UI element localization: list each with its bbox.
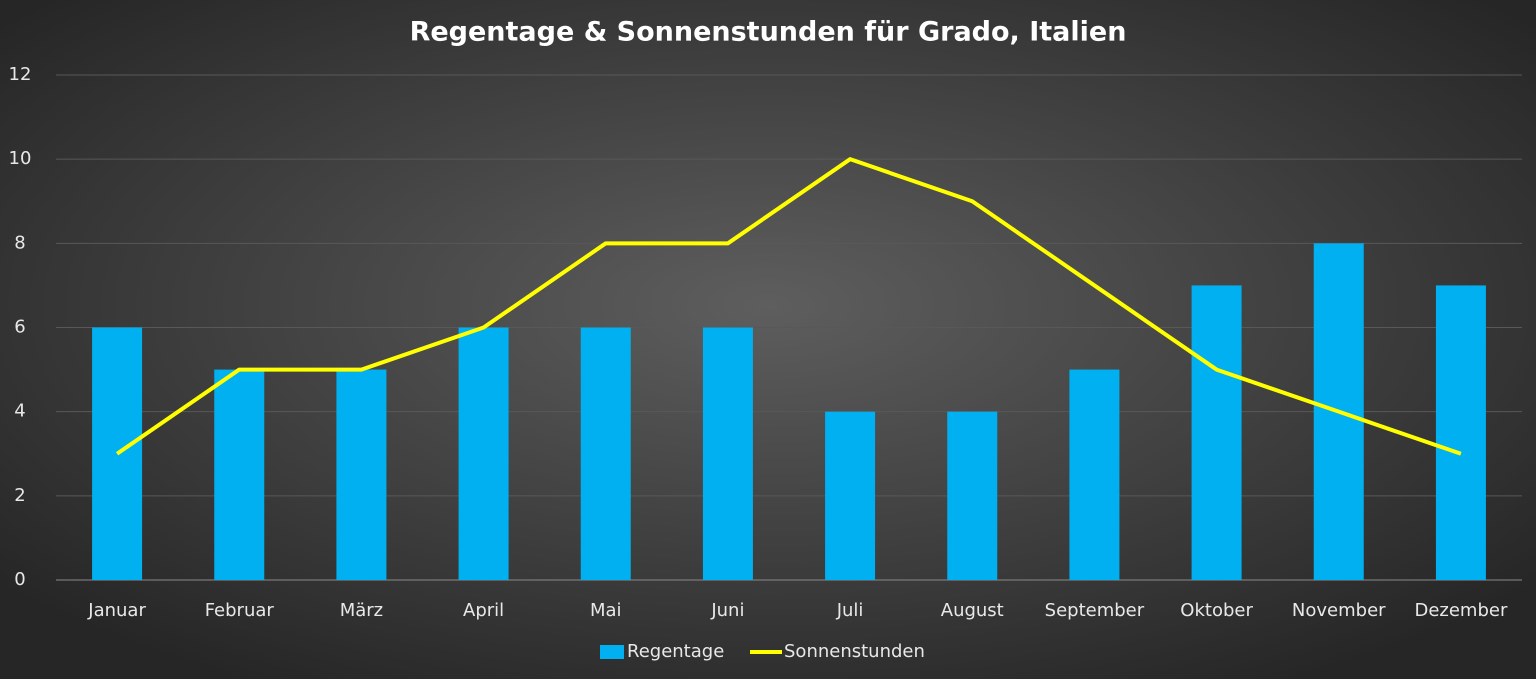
- bar: [214, 369, 265, 580]
- y-tick-label: 6: [14, 317, 25, 338]
- x-tick-label: September: [1045, 600, 1145, 621]
- bar: [458, 327, 509, 580]
- x-tick-label: August: [941, 600, 1004, 621]
- line: [115, 157, 1462, 456]
- bar: [336, 369, 387, 580]
- bar: [825, 411, 876, 580]
- bar: [1191, 285, 1242, 580]
- y-tick-label: 8: [14, 232, 25, 253]
- x-tick-label: Juli: [836, 600, 864, 621]
- legend-swatch: [600, 645, 624, 659]
- bar: [1435, 285, 1486, 580]
- y-tick-label: 2: [14, 485, 25, 506]
- bar: [1069, 369, 1120, 580]
- bar: [702, 327, 753, 580]
- x-tick-label: Januar: [87, 600, 146, 621]
- y-tick-label: 10: [9, 148, 32, 169]
- x-tick-label: April: [463, 600, 504, 621]
- y-tick-label: 0: [14, 569, 25, 590]
- x-tick-label: März: [340, 600, 383, 621]
- x-tick-label: Dezember: [1414, 600, 1507, 621]
- x-tick-label: Oktober: [1180, 600, 1253, 621]
- x-tick-label: Juni: [710, 600, 744, 621]
- x-tick-label: Mai: [590, 600, 622, 621]
- legend-label: Sonnenstunden: [784, 641, 925, 662]
- bar: [947, 411, 998, 580]
- legend-label: Regentage: [627, 641, 724, 662]
- bar: [580, 327, 631, 580]
- chart-title: Regentage & Sonnenstunden für Grado, Ita…: [410, 17, 1127, 48]
- x-tick-label: November: [1292, 600, 1386, 621]
- y-tick-label: 4: [14, 401, 25, 422]
- y-tick-label: 12: [9, 64, 32, 85]
- x-tick-label: Februar: [205, 600, 275, 621]
